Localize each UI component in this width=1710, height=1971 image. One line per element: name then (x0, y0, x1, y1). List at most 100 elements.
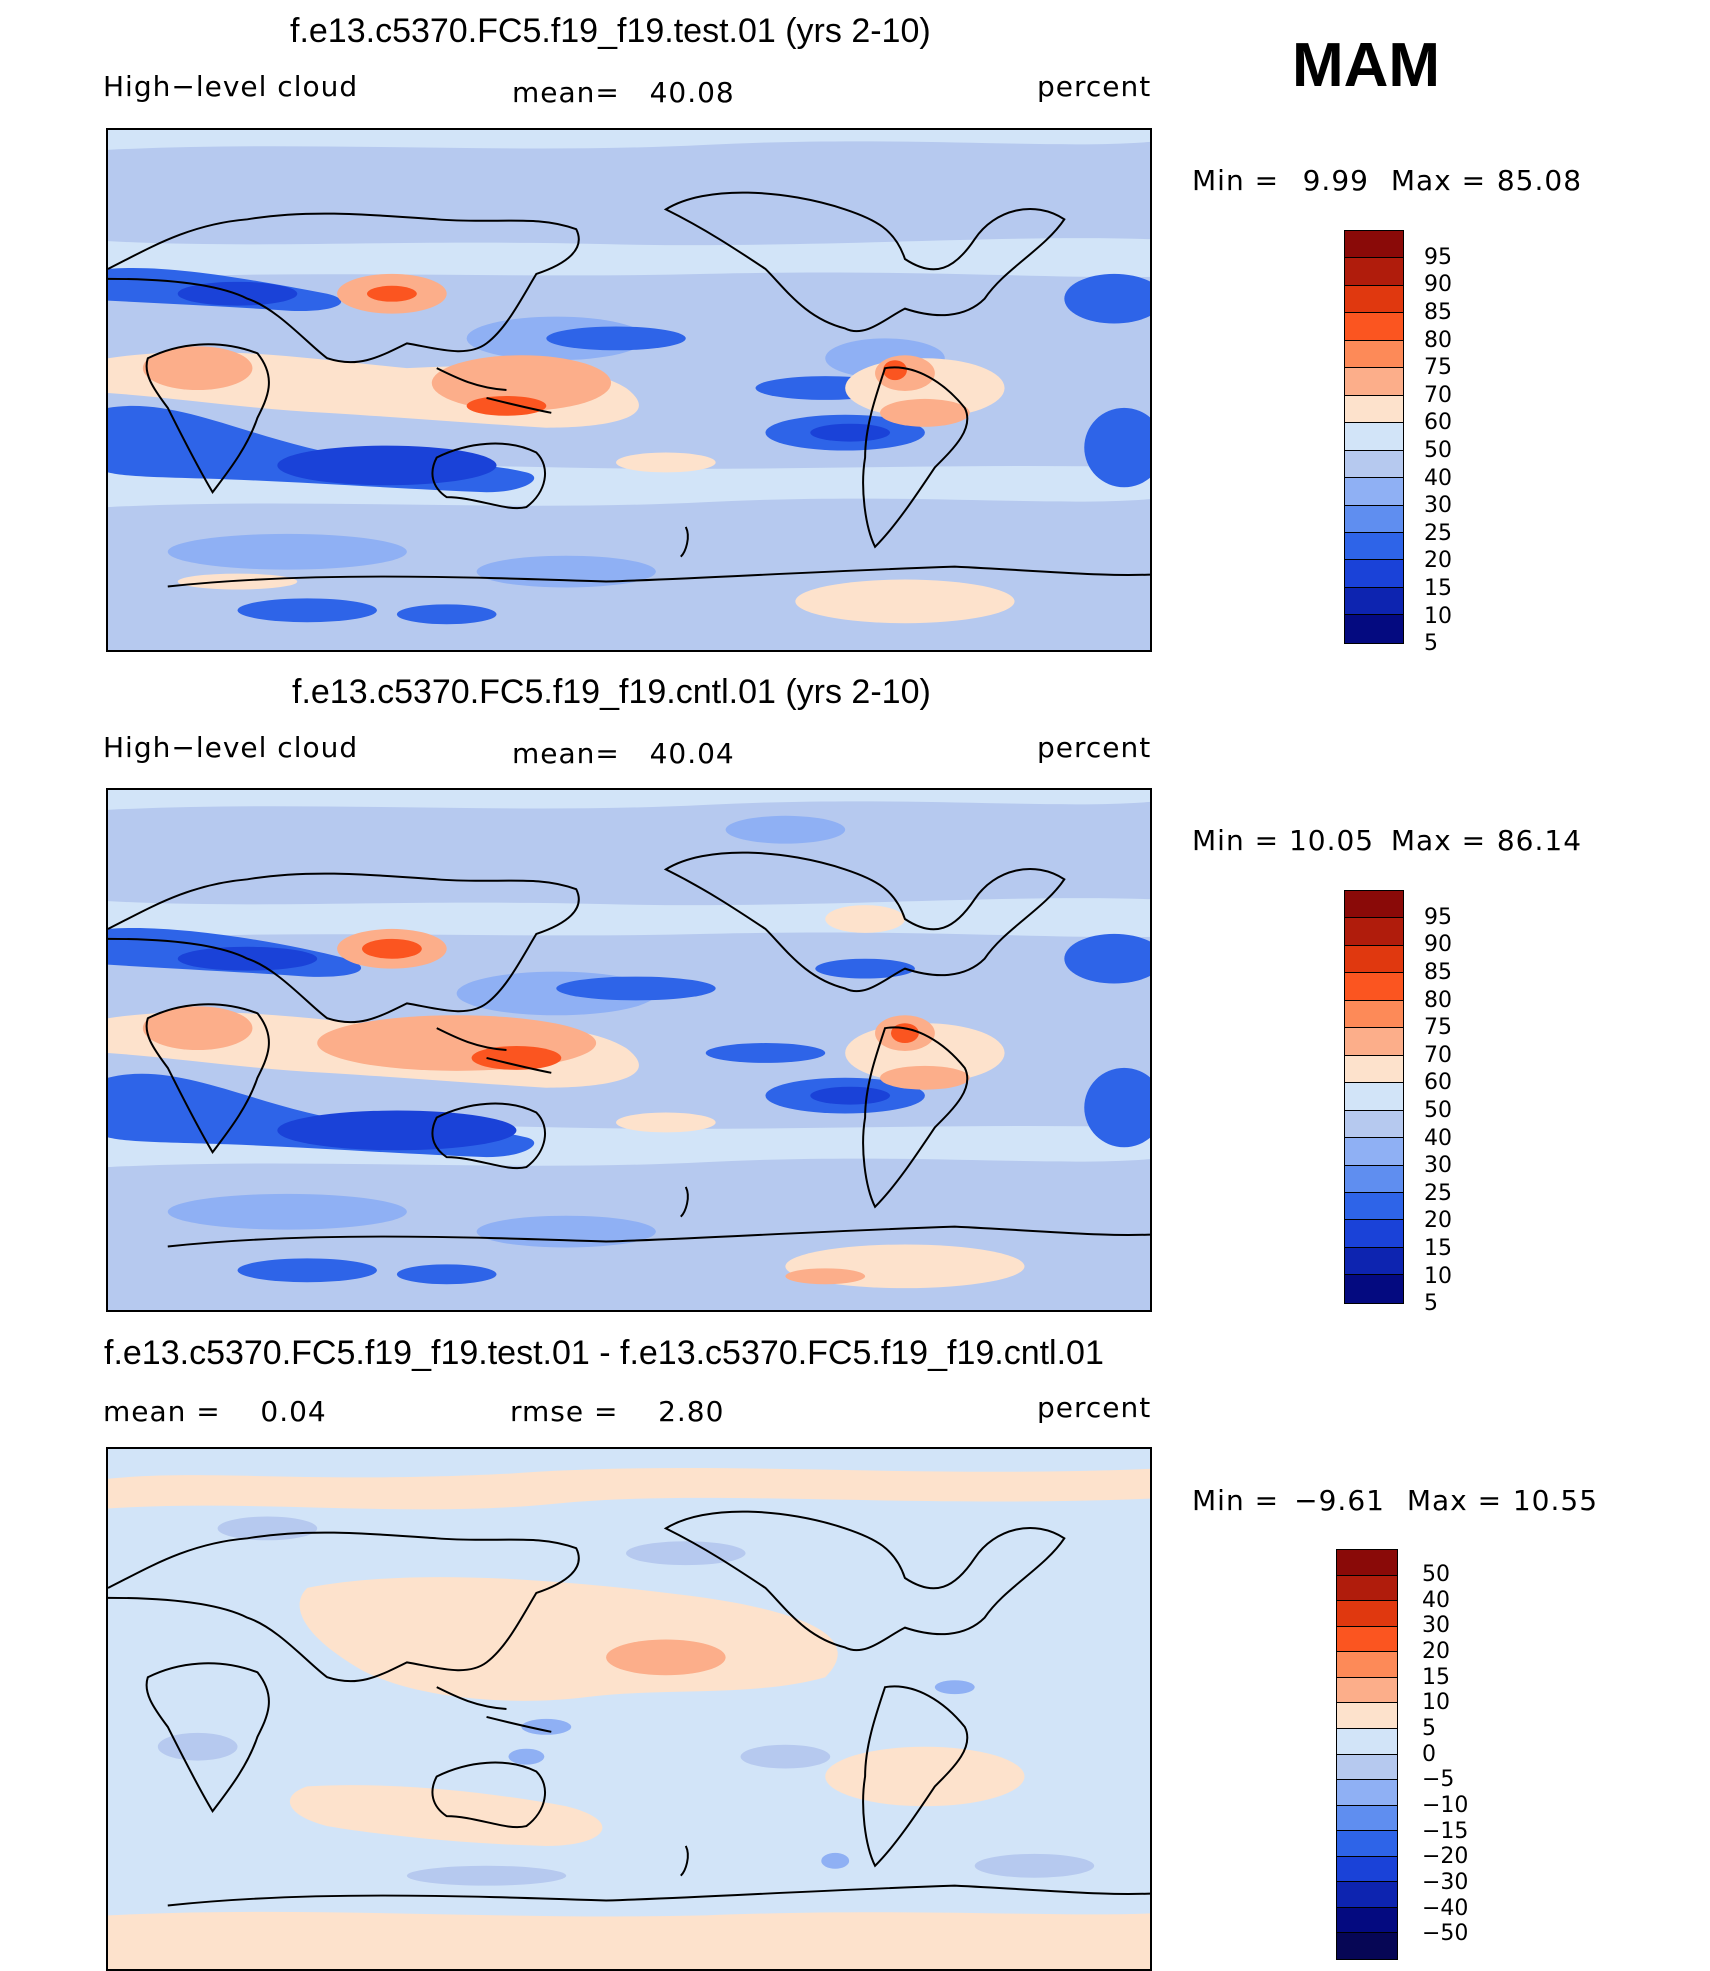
colorbar-swatch (1345, 1055, 1403, 1084)
colorbar-tick-label: 20 (1424, 548, 1452, 574)
mean-label: mean= 40.08 (512, 76, 735, 109)
colorbar-swatch (1337, 1882, 1397, 1908)
colorbar-swatch (1337, 1831, 1397, 1857)
colorbar-tick-label: 20 (1422, 1638, 1450, 1664)
max-label: Max = (1390, 164, 1487, 197)
colorbar-swatch (1337, 1575, 1397, 1602)
colorbar-tick-label: 20 (1424, 1208, 1452, 1234)
colorbar-tick-label: 90 (1424, 932, 1452, 958)
colorbar-swatch (1337, 1550, 1397, 1576)
colorbar-tick-label: 70 (1424, 1042, 1452, 1068)
colorbar-tick-label: −20 (1422, 1844, 1469, 1870)
max-label: Max = (1390, 824, 1487, 857)
colorbar-tick-label: 10 (1422, 1690, 1450, 1716)
panel-title: f.e13.c5370.FC5.f19_f19.test.01 (yrs 2-1… (290, 12, 931, 50)
map-test (106, 128, 1152, 652)
colorbar-swatch (1345, 395, 1403, 424)
colorbar-tick-label: −30 (1422, 1870, 1469, 1896)
colorbar-tick-label: 50 (1422, 1561, 1450, 1587)
colorbar-tick-label: 60 (1424, 410, 1452, 436)
mean-value: 40.04 (649, 737, 735, 770)
colorbar-swatch (1345, 450, 1403, 479)
colorbar (1336, 1549, 1398, 1960)
colorbar-swatch (1337, 1780, 1397, 1806)
colorbar-tick-label: 50 (1424, 1097, 1452, 1123)
map-control (106, 788, 1152, 1312)
colorbar-tick-label: 40 (1424, 465, 1452, 491)
colorbar-swatch (1345, 505, 1403, 533)
colorbar-swatch (1345, 423, 1403, 451)
colorbar-swatch (1345, 340, 1403, 369)
min-max-readout: Min = 9.99 Max = 85.08 (1192, 164, 1582, 197)
colorbar-swatch (1337, 1933, 1397, 1959)
colorbar (1344, 230, 1404, 644)
panel-title: f.e13.c5370.FC5.f19_f19.cntl.01 (yrs 2-1… (292, 673, 931, 711)
map-difference (106, 1447, 1152, 1971)
colorbar-tick-label: 75 (1424, 355, 1452, 381)
min-label: Min = (1192, 1484, 1280, 1517)
rmse-value: 2.80 (658, 1395, 725, 1428)
units-label: percent (1037, 70, 1152, 103)
colorbar-tick-label: 10 (1424, 603, 1452, 629)
colorbar-swatch (1345, 1192, 1403, 1221)
colorbar-tick-label: −40 (1422, 1895, 1469, 1921)
colorbar-tick-label: 30 (1424, 493, 1452, 519)
colorbar-tick-label: 15 (1424, 1235, 1452, 1261)
rmse-label: rmse = 2.80 (510, 1395, 725, 1428)
colorbar-tick-label: 30 (1424, 1153, 1452, 1179)
colorbar-swatch (1345, 945, 1403, 974)
colorbar-tick-label: 95 (1424, 244, 1452, 270)
colorbar-swatch (1345, 615, 1403, 643)
variable-label: High−level cloud (103, 70, 359, 103)
min-label: Min = (1192, 824, 1280, 857)
units-label: percent (1037, 731, 1152, 764)
colorbar-tick-label: 5 (1424, 631, 1438, 657)
colorbar-swatch (1345, 1165, 1403, 1193)
mean-label: mean= 40.04 (512, 737, 735, 770)
colorbar-tick-label: 10 (1424, 1263, 1452, 1289)
colorbar-tick-label: −15 (1422, 1818, 1469, 1844)
colorbar-tick-label: −10 (1422, 1793, 1469, 1819)
colorbar-swatch (1337, 1728, 1397, 1755)
colorbar-swatch (1337, 1907, 1397, 1934)
colorbar-tick-label: 5 (1422, 1715, 1436, 1741)
colorbar-ticks: 50 40 30 20 15 10 5 0 −5 −10 −15 −20 −30 −40 −50 (1422, 1562, 1468, 1947)
mean-value: 0.04 (260, 1395, 327, 1428)
colorbar-swatch (1337, 1626, 1397, 1653)
colorbar-swatch (1337, 1805, 1397, 1832)
colorbar-ticks: 95 90 85 80 75 70 60 50 40 30 25 20 15 10 5 (1424, 904, 1452, 1318)
min-value: 9.99 (1302, 164, 1369, 197)
colorbar-swatch (1345, 891, 1403, 919)
min-value: −9.61 (1294, 1484, 1385, 1517)
colorbar-swatch (1345, 1028, 1403, 1056)
mean-value: 40.08 (649, 76, 735, 109)
colorbar-tick-label: 15 (1422, 1664, 1450, 1690)
max-value: 85.08 (1496, 164, 1583, 197)
colorbar-tick-label: 50 (1424, 437, 1452, 463)
season-label: MAM (1292, 31, 1441, 100)
max-value: 10.55 (1512, 1484, 1599, 1517)
colorbar-tick-label: 85 (1424, 959, 1452, 985)
colorbar-swatch (1337, 1601, 1397, 1627)
colorbar (1344, 890, 1404, 1304)
colorbar-swatch (1337, 1856, 1397, 1883)
colorbar-swatch (1345, 313, 1403, 341)
colorbar-swatch (1345, 231, 1403, 259)
colorbar-tick-label: 15 (1424, 575, 1452, 601)
colorbar-swatch (1337, 1677, 1397, 1704)
colorbar-swatch (1345, 1247, 1403, 1276)
colorbar-swatch (1337, 1652, 1397, 1678)
max-value: 86.14 (1496, 824, 1583, 857)
colorbar-swatch (1345, 258, 1403, 286)
min-value: 10.05 (1288, 824, 1375, 857)
colorbar-swatch (1345, 285, 1403, 314)
colorbar-tick-label: 75 (1424, 1015, 1452, 1041)
min-max-readout: Min = −9.61 Max = 10.55 (1192, 1484, 1598, 1517)
colorbar-swatch (1345, 1275, 1403, 1303)
colorbar-tick-label: 60 (1424, 1070, 1452, 1096)
colorbar-swatch (1345, 587, 1403, 616)
colorbar-tick-label: 95 (1424, 904, 1452, 930)
colorbar-swatch (1345, 1220, 1403, 1248)
colorbar-swatch (1345, 478, 1403, 506)
colorbar-tick-label: 80 (1424, 327, 1452, 353)
